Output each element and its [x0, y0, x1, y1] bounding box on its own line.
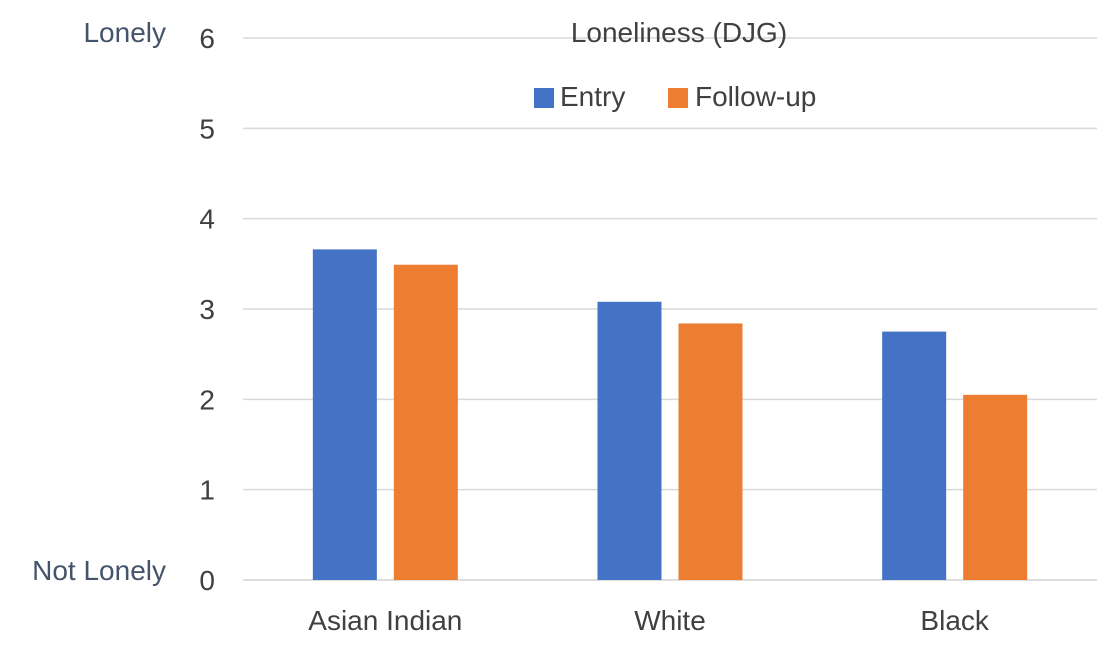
y-bottom-label: Not Lonely	[32, 555, 166, 586]
bar-entry-white	[597, 301, 662, 580]
bar-follow-up-black	[963, 394, 1028, 580]
x-axis-categories: Asian Indian White Black	[308, 605, 990, 636]
y-tick-label: 4	[199, 204, 215, 235]
x-category-label: Asian Indian	[308, 605, 462, 636]
y-tick-label: 1	[199, 475, 215, 506]
bar-follow-up-white	[678, 323, 743, 580]
y-tick-label: 6	[199, 23, 215, 54]
y-top-label: Lonely	[83, 17, 166, 48]
x-category-label: Black	[920, 605, 989, 636]
legend-label-entry: Entry	[560, 81, 625, 112]
legend-swatch-follow-up	[668, 88, 688, 108]
y-axis-ticks: 0 1 2 3 4 5 6	[199, 23, 215, 596]
bar-entry-black	[882, 331, 947, 580]
bars	[312, 249, 1028, 580]
x-category-label: White	[634, 605, 706, 636]
bar-entry-asian-indian	[312, 249, 377, 580]
legend-label-follow-up: Follow-up	[695, 81, 816, 112]
y-tick-label: 2	[199, 384, 215, 415]
legend: Entry Follow-up	[534, 81, 816, 112]
legend-swatch-entry	[534, 88, 554, 108]
y-tick-label: 3	[199, 294, 215, 325]
y-tick-label: 5	[199, 113, 215, 144]
bar-follow-up-asian-indian	[393, 264, 458, 580]
y-tick-label: 0	[199, 565, 215, 596]
gridlines	[243, 37, 1097, 581]
chart-title: Loneliness (DJG)	[571, 17, 787, 48]
